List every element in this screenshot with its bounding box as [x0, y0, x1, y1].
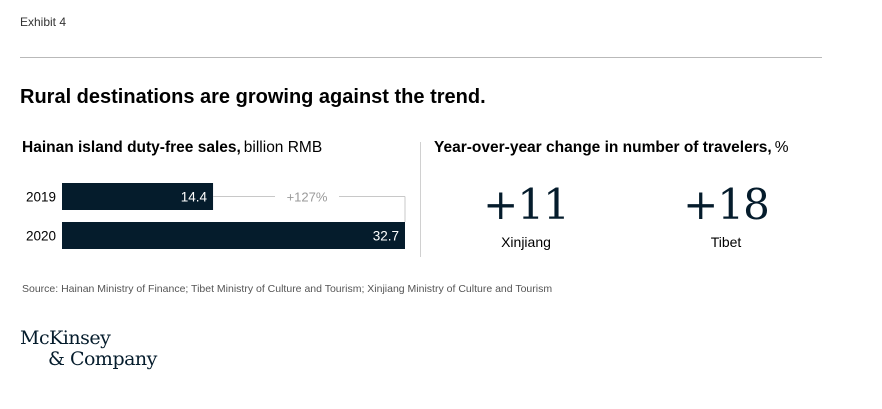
top-divider [20, 57, 822, 58]
logo-line-2: & Company [48, 348, 157, 370]
kpi-tibet-value: +18 [683, 180, 770, 229]
kpi-tibet-label: Tibet [710, 234, 742, 250]
value-label-2019: 14.4 [181, 190, 208, 205]
category-label-2019: 2019 [26, 190, 56, 205]
growth-annotation: +127% [287, 190, 328, 205]
kpi-xinjiang: +11 Xinjiang [446, 180, 606, 250]
category-label-2020: 2020 [26, 229, 56, 244]
right-panel-title-text: Year-over-year change in number of trave… [434, 139, 772, 156]
mckinsey-logo: McKinsey & Company [20, 328, 157, 370]
bar-2020 [62, 222, 405, 249]
kpi-xinjiang-label: Xinjiang [501, 234, 551, 250]
kpi-xinjiang-value: +11 [483, 180, 570, 229]
headline: Rural destinations are growing against t… [20, 86, 486, 108]
right-panel-unit: % [774, 139, 789, 156]
bar-2019 [62, 183, 214, 210]
panel-divider [420, 142, 421, 257]
exhibit-label: Exhibit 4 [20, 15, 67, 29]
source-note: Source: Hainan Ministry of Finance; Tibe… [22, 283, 553, 295]
kpi-tibet: +18 Tibet [646, 180, 806, 250]
left-panel-unit: billion RMB [243, 139, 323, 156]
value-label-2020: 32.7 [373, 229, 399, 244]
right-panel-title: Year-over-year change in number of trave… [434, 139, 789, 157]
left-panel-title: Hainan island duty-free sales, billion RM… [22, 139, 322, 157]
logo-line-1: McKinsey [20, 327, 111, 349]
left-panel-title-text: Hainan island duty-free sales, [22, 139, 241, 156]
